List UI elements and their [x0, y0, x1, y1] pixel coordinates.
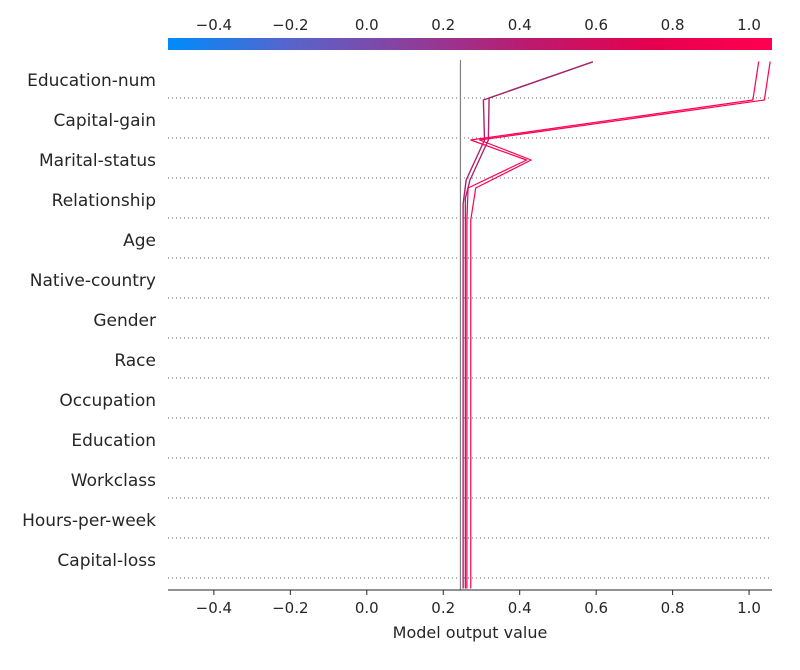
y-tick-label: Race	[114, 351, 156, 371]
decision-path-3	[471, 62, 770, 588]
colorbar	[168, 38, 772, 50]
x-tick-label: 0.0	[355, 599, 379, 617]
y-tick-label: Capital-loss	[57, 551, 156, 571]
y-tick-label: Workclass	[71, 471, 156, 491]
x-tick-label: 0.8	[661, 599, 685, 617]
colorbar-tick-label: −0.4	[196, 16, 232, 34]
x-tick-label: 0.2	[431, 599, 455, 617]
y-tick-label: Relationship	[52, 191, 156, 211]
y-tick-label: Occupation	[59, 391, 156, 411]
x-tick-label: −0.4	[196, 599, 232, 617]
shap-decision-plot: −0.4 −0.2 0.0 0.2 0.4 0.6 0.8 1.0 −0.4 −0.2 0.0 0.2…	[0, 0, 800, 670]
x-axis-label: Model output value	[393, 623, 548, 642]
y-tick-label: Age	[123, 231, 156, 251]
x-tick-label: 1.0	[737, 599, 761, 617]
x-tick-label: −0.2	[272, 599, 308, 617]
y-tick-label: Education-num	[27, 71, 156, 91]
x-tick-label: 0.4	[508, 599, 532, 617]
colorbar-tick-label: 0.4	[508, 16, 532, 34]
y-tick-label: Hours-per-week	[22, 511, 156, 531]
decision-path-2	[467, 62, 759, 588]
colorbar-tick-label: 0.6	[584, 16, 608, 34]
y-tick-label: Capital-gain	[54, 111, 156, 131]
colorbar-tick-label: 0.8	[661, 16, 685, 34]
chart-svg: −0.4 −0.2 0.0 0.2 0.4 0.6 0.8 1.0 −0.4 −0.2 0.0 0.2…	[0, 0, 800, 670]
y-tick-label: Gender	[93, 311, 156, 331]
colorbar-tick-label: 1.0	[737, 16, 761, 34]
x-tick-label: 0.6	[584, 599, 608, 617]
y-tick-label: Native-country	[30, 271, 156, 291]
colorbar-tick-label: 0.0	[355, 16, 379, 34]
colorbar-tick-label: 0.2	[431, 16, 455, 34]
y-tick-label: Education	[71, 431, 156, 451]
colorbar-tick-label: −0.2	[272, 16, 308, 34]
y-tick-label: Marital-status	[39, 151, 156, 171]
